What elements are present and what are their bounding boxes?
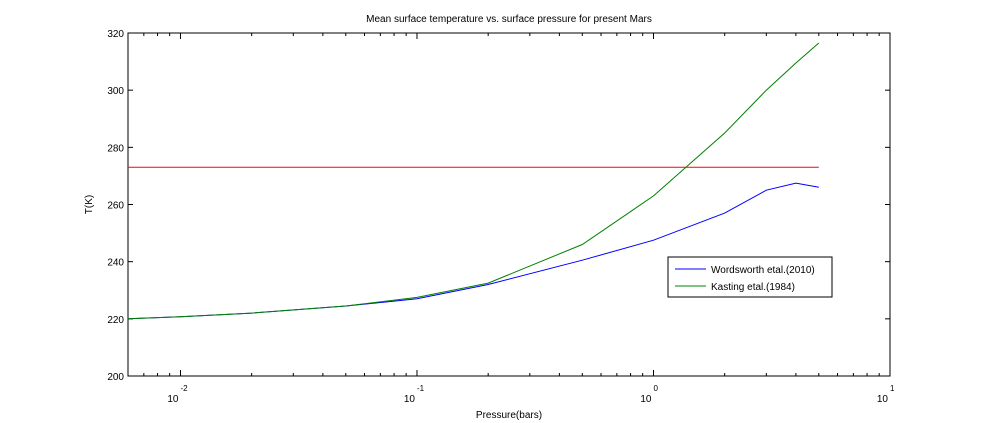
legend: Wordsworth etal.(2010) Kasting etal.(198… <box>667 256 833 298</box>
chart-title: Mean surface temperature vs. surface pre… <box>366 14 652 25</box>
y-tick-label: 260 <box>107 201 124 212</box>
x-tick-exponent: 0 <box>653 384 658 393</box>
legend-entry-wordsworth: Wordsworth etal.(2010) <box>711 265 815 276</box>
x-tick-exponent: -2 <box>180 384 188 393</box>
legend-box <box>667 256 833 298</box>
plot-area <box>127 32 891 377</box>
y-tick-label: 300 <box>107 86 124 97</box>
y-tick-label: 320 <box>107 29 124 40</box>
x-tick-base: 10 <box>404 394 416 405</box>
x-axis-label: Pressure(bars) <box>476 410 542 421</box>
x-tick-exponent: -1 <box>417 384 425 393</box>
x-tick-base: 10 <box>877 394 889 405</box>
x-tick-base: 10 <box>640 394 652 405</box>
legend-entry-kasting: Kasting etal.(1984) <box>711 282 795 293</box>
y-tick-label: 240 <box>107 258 124 269</box>
series-lines <box>127 42 820 320</box>
y-tick-label: 220 <box>107 315 124 326</box>
series-wordsworth-line <box>127 182 819 320</box>
x-tick-base: 10 <box>167 394 179 405</box>
series-kasting-line <box>127 42 820 320</box>
y-tick-label: 200 <box>107 372 124 383</box>
y-tick-label: 280 <box>107 143 124 154</box>
y-axis-label: T(K) <box>84 195 95 214</box>
x-tick-exponent: 1 <box>890 384 895 393</box>
